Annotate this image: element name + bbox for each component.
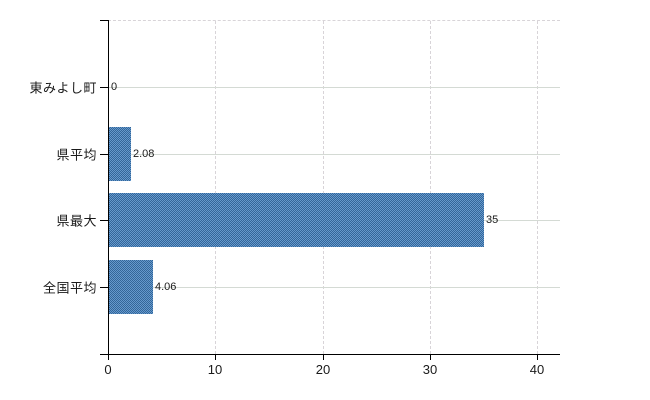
y-axis-top-tick (100, 20, 108, 21)
gridline-v (215, 21, 216, 354)
bar-value-label: 0 (111, 81, 118, 93)
bar-value-label: 4.06 (155, 281, 177, 293)
gridline-h (108, 87, 560, 88)
x-tick-label: 10 (207, 362, 223, 377)
gridline-h (108, 287, 560, 288)
x-tick-mark (430, 354, 431, 360)
bar (109, 127, 131, 181)
x-tick-mark (323, 354, 324, 360)
category-label: 東みよし町 (29, 80, 97, 96)
bar (109, 193, 484, 247)
gridline-v (430, 21, 431, 354)
category-label: 県最大 (56, 213, 97, 229)
x-tick-label: 30 (422, 362, 438, 377)
y-tick-mark (100, 287, 108, 288)
category-label: 全国平均 (42, 280, 97, 296)
gridline-h (108, 154, 560, 155)
x-tick-label: 0 (104, 362, 112, 377)
x-tick-mark (108, 354, 109, 360)
x-tick-mark (537, 354, 538, 360)
x-tick-label: 20 (315, 362, 331, 377)
bar (109, 260, 153, 314)
x-tick-label: 40 (529, 362, 545, 377)
y-tick-mark (100, 87, 108, 88)
gridline-v (323, 21, 324, 354)
y-tick-mark (100, 154, 108, 155)
x-tick-mark (215, 354, 216, 360)
bar-value-label: 2.08 (133, 148, 155, 160)
y-tick-mark (100, 220, 108, 221)
y-axis-line (108, 20, 109, 354)
bar-value-label: 35 (486, 214, 499, 226)
plot-top-border (108, 20, 560, 21)
gridline-v (537, 21, 538, 354)
category-label: 県平均 (56, 147, 97, 163)
x-axis-line (100, 354, 560, 355)
